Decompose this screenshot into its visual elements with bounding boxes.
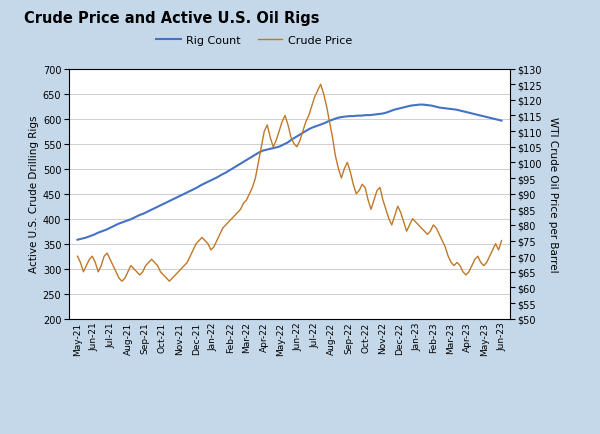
Rig Count: [197, 183, 205, 188]
Crude Price: [427, 229, 434, 234]
Crude Price: [382, 207, 389, 212]
Line: Rig Count: Rig Count: [77, 105, 502, 240]
Rig Count: [86, 234, 94, 239]
Rig Count: [284, 141, 291, 146]
Line: Crude Price: Crude Price: [77, 85, 502, 282]
Rig Count: [498, 119, 505, 124]
Crude Price: [498, 238, 505, 243]
Crude Price: [208, 248, 215, 253]
Crude Price: [421, 229, 428, 234]
Legend: Rig Count, Crude Price: Rig Count, Crude Price: [152, 31, 356, 50]
Rig Count: [465, 111, 472, 116]
Text: Crude Price and Active U.S. Oil Rigs: Crude Price and Active U.S. Oil Rigs: [24, 11, 320, 26]
Y-axis label: Active U.S. Crude Drilling Rigs: Active U.S. Crude Drilling Rigs: [29, 115, 38, 273]
Crude Price: [104, 251, 111, 256]
Crude Price: [74, 254, 81, 259]
Y-axis label: WTI Crude Oil Price per Barrel: WTI Crude Oil Price per Barrel: [548, 117, 558, 272]
Crude Price: [139, 270, 146, 275]
Crude Price: [317, 82, 324, 88]
Crude Price: [118, 279, 125, 284]
Rig Count: [181, 192, 188, 197]
Rig Count: [74, 237, 81, 243]
Rig Count: [416, 103, 423, 108]
Rig Count: [485, 116, 493, 121]
